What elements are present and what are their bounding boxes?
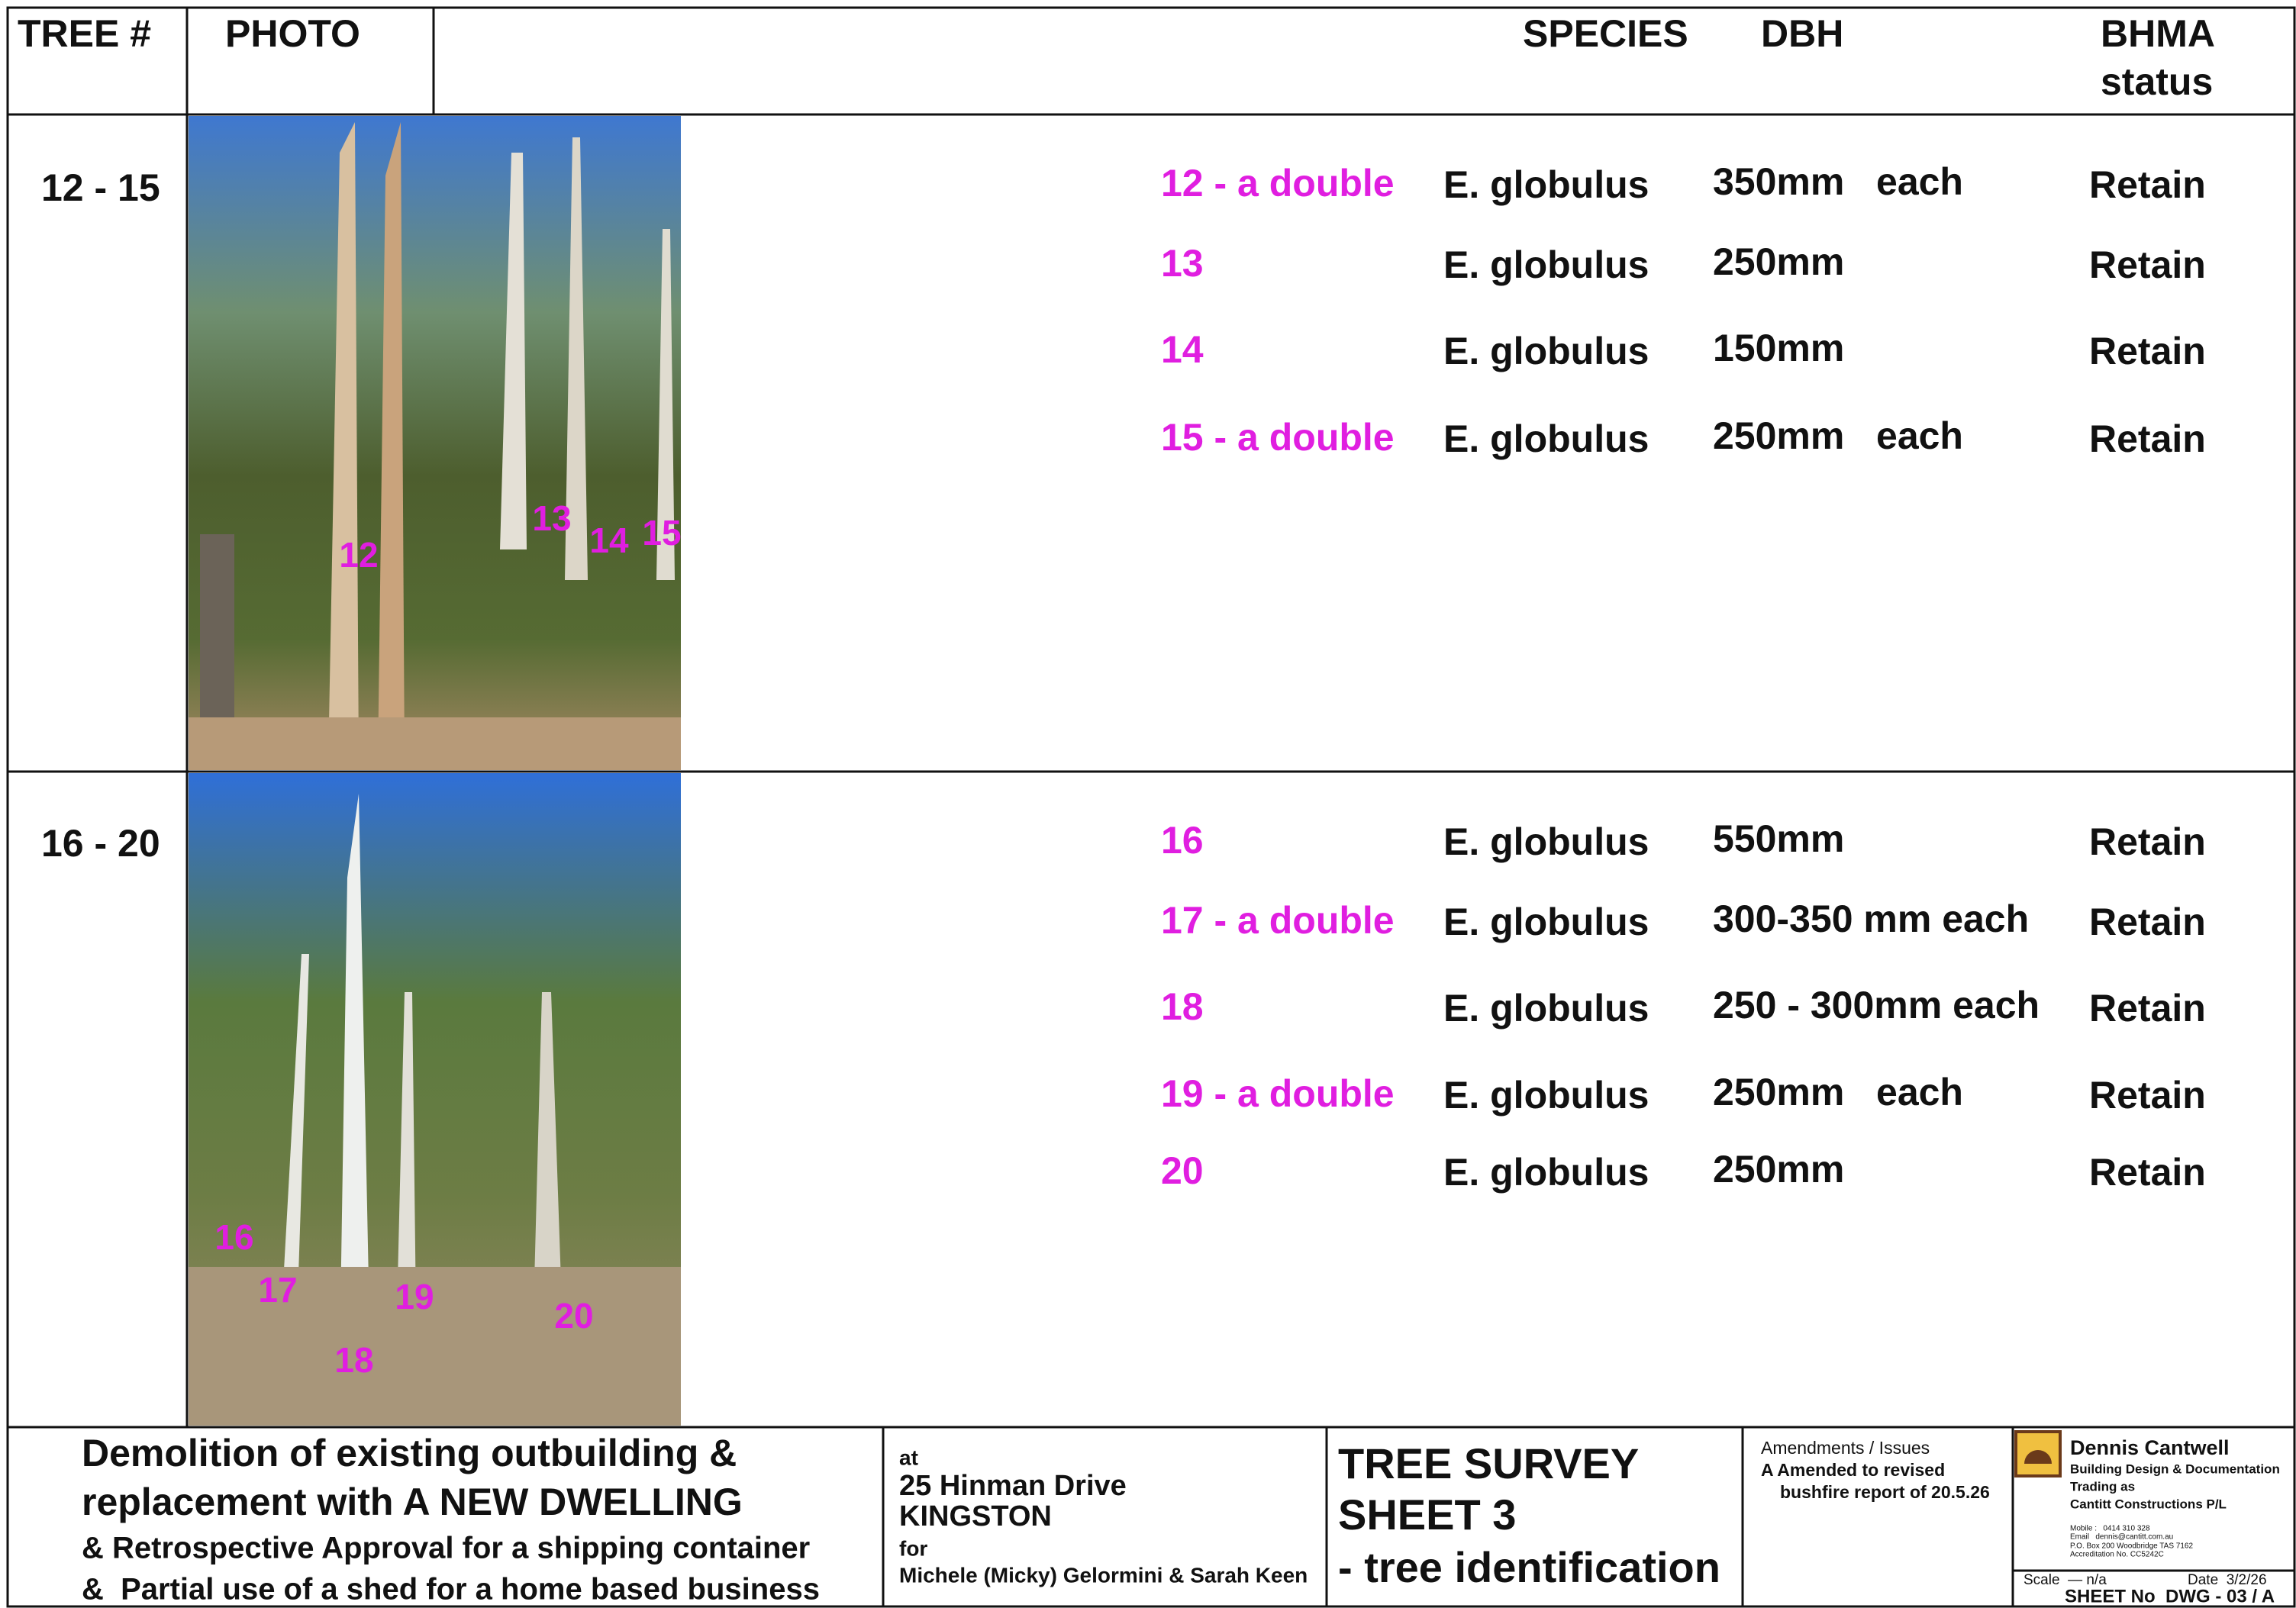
- species: E. globulus: [1443, 987, 1649, 1030]
- firm-line: Building Design & Documentation: [2070, 1461, 2280, 1476]
- firm-contact: P.O. Box 200 Woodbridge TAS 7162: [2070, 1542, 2193, 1551]
- photo: [189, 773, 681, 1426]
- dbh: 250mm: [1713, 240, 1844, 283]
- bhma-status: Retain: [2089, 163, 2206, 206]
- species: E. globulus: [1443, 820, 1649, 863]
- tree-id: 17 - a double: [1161, 899, 1395, 942]
- firm-name: Dennis Cantwell: [2070, 1436, 2230, 1459]
- photo-tree-label: 14: [589, 520, 629, 560]
- tree-id: 20: [1161, 1149, 1204, 1192]
- photo-tree-label: 19: [395, 1277, 434, 1316]
- species: E. globulus: [1443, 243, 1649, 286]
- photo-tree-label: 20: [554, 1296, 593, 1336]
- bhma-status: Retain: [2089, 243, 2206, 286]
- species: E. globulus: [1443, 417, 1649, 460]
- dbh: 250mm each: [1713, 1071, 1963, 1113]
- project-description: & Partial use of a shed for a home based…: [82, 1573, 820, 1606]
- column-header: status: [2101, 60, 2213, 103]
- tree-id: 18: [1161, 985, 1204, 1028]
- dbh: 550mm: [1713, 817, 1844, 860]
- photo-tree-label: 13: [532, 498, 571, 538]
- species: E. globulus: [1443, 163, 1649, 206]
- sheet-number: SHEET No DWG - 03 / A: [2065, 1586, 2275, 1606]
- column-header: BHMA: [2101, 12, 2215, 55]
- bhma-status: Retain: [2089, 1074, 2206, 1117]
- dbh: 150mm: [1713, 327, 1844, 369]
- project-description: Demolition of existing outbuilding &: [82, 1432, 737, 1474]
- photo-tree-label: 17: [258, 1270, 297, 1310]
- tree-id: 13: [1161, 242, 1204, 285]
- firm-contact: Accreditation No. CC5242C: [2070, 1551, 2164, 1559]
- bhma-status: Retain: [2089, 330, 2206, 372]
- dbh: 250mm: [1713, 1148, 1844, 1191]
- tree-id: 19 - a double: [1161, 1072, 1395, 1115]
- photo-tree-label: 12: [339, 535, 378, 575]
- tree-id: 15 - a double: [1161, 416, 1395, 459]
- tree-id: 12 - a double: [1161, 162, 1395, 205]
- firm-contact: Mobile : 0414 310 328: [2070, 1525, 2150, 1533]
- logo: [2016, 1432, 2060, 1476]
- species: E. globulus: [1443, 901, 1649, 943]
- address: KINGSTON: [899, 1500, 1052, 1532]
- photo-tree-label: 16: [214, 1217, 253, 1257]
- bhma-status: Retain: [2089, 987, 2206, 1030]
- species: E. globulus: [1443, 330, 1649, 372]
- address-label: at: [899, 1445, 918, 1469]
- dbh: 250mm each: [1713, 414, 1963, 457]
- species: E. globulus: [1443, 1151, 1649, 1194]
- dbh: 250 - 300mm each: [1713, 984, 2040, 1026]
- amendment: bushfire report of 20.5.26: [1780, 1482, 1990, 1502]
- column-header: DBH: [1761, 12, 1843, 55]
- amendment: A Amended to revised: [1761, 1460, 1945, 1480]
- species: E. globulus: [1443, 1074, 1649, 1117]
- column-header: TREE #: [18, 12, 151, 55]
- address-label: for: [899, 1536, 927, 1560]
- ground: [189, 717, 681, 770]
- bhma-status: Retain: [2089, 901, 2206, 943]
- firm-line: Trading as: [2070, 1479, 2135, 1494]
- bhma-status: Retain: [2089, 1151, 2206, 1194]
- bhma-status: Retain: [2089, 417, 2206, 460]
- address: 25 Hinman Drive: [899, 1470, 1127, 1502]
- project-description: replacement with A NEW DWELLING: [82, 1481, 743, 1523]
- photo-background: [189, 116, 681, 770]
- drawing-sheet: TREE # PHOTO SPECIES DBH BHMA status 12 - 15 12…: [0, 0, 2296, 1608]
- tree-range: 12 - 15: [41, 166, 160, 209]
- column-header: PHOTO: [225, 12, 360, 55]
- sheet-title: TREE SURVEY: [1338, 1439, 1639, 1487]
- dbh: 350mm each: [1713, 160, 1963, 203]
- tree-id: 14: [1161, 328, 1204, 371]
- sheet-title: SHEET 3: [1338, 1490, 1516, 1539]
- firm-line: Cantitt Constructions P/L: [2070, 1497, 2227, 1511]
- tree-range: 16 - 20: [41, 822, 160, 865]
- photo-tree-label: 18: [334, 1340, 373, 1380]
- project-description: & Retrospective Approval for a shipping …: [82, 1532, 810, 1565]
- photo-tree-label: 15: [642, 513, 681, 553]
- tree-id: 16: [1161, 819, 1204, 862]
- amendments-heading: Amendments / Issues: [1761, 1438, 1930, 1458]
- clients: Michele (Micky) Gelormini & Sarah Keen: [899, 1563, 1308, 1587]
- sheet-title: - tree identification: [1338, 1543, 1720, 1591]
- bhma-status: Retain: [2089, 820, 2206, 863]
- column-header: SPECIES: [1523, 12, 1688, 55]
- photo: [189, 116, 681, 770]
- firm-contact: Email dennis@cantitt.com.au: [2070, 1533, 2173, 1542]
- dbh: 300-350 mm each: [1713, 897, 2029, 940]
